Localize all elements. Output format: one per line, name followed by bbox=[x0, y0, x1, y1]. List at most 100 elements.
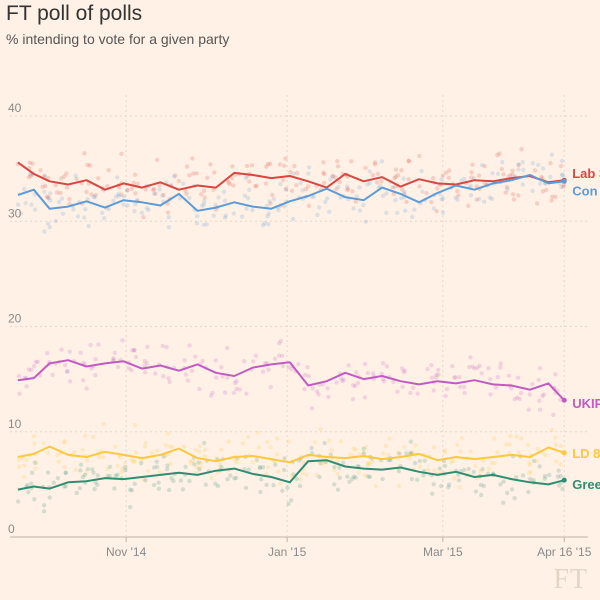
poll-dot-con bbox=[367, 180, 372, 186]
poll-dot-lab bbox=[268, 201, 273, 206]
poll-dot-green bbox=[396, 468, 402, 474]
poll-dot-ld bbox=[348, 452, 353, 457]
poll-dot-con bbox=[180, 181, 186, 186]
poll-dot-ld bbox=[304, 472, 309, 478]
poll-dot-lab bbox=[558, 163, 564, 169]
poll-dot-green bbox=[166, 487, 172, 493]
poll-dot-con bbox=[540, 166, 546, 171]
poll-dot-green bbox=[215, 483, 221, 489]
poll-dot-lab bbox=[321, 170, 326, 175]
series-end-point-green bbox=[561, 477, 567, 483]
poll-dot-ukip bbox=[462, 390, 467, 396]
poll-dot-lab bbox=[516, 162, 521, 168]
poll-dot-ukip bbox=[527, 392, 532, 397]
poll-dot-ld bbox=[101, 421, 107, 427]
poll-dot-lab bbox=[540, 189, 546, 194]
poll-dot-green bbox=[537, 464, 542, 469]
poll-dot-ukip bbox=[64, 369, 70, 374]
poll-dot-green bbox=[480, 467, 485, 472]
poll-dot-con bbox=[92, 195, 98, 200]
poll-dot-green bbox=[55, 475, 61, 481]
poll-dot-green bbox=[29, 470, 35, 476]
poll-dot-lab bbox=[553, 194, 558, 200]
poll-dot-lab bbox=[38, 168, 43, 173]
poll-dot-lab bbox=[534, 201, 540, 206]
poll-dot-green bbox=[192, 462, 197, 467]
poll-dot-ukip bbox=[268, 384, 273, 390]
poll-dot-green bbox=[547, 472, 552, 478]
poll-dot-ukip bbox=[50, 372, 55, 378]
poll-dot-ld bbox=[504, 442, 509, 447]
poll-dot-con bbox=[71, 207, 76, 212]
series-line-green bbox=[17, 459, 565, 491]
poll-dot-green bbox=[156, 486, 162, 491]
poll-dot-lab bbox=[303, 186, 309, 192]
poll-dot-green bbox=[294, 476, 299, 481]
poll-dot-lab bbox=[507, 173, 513, 178]
poll-dot-ukip bbox=[400, 384, 405, 390]
poll-dot-green bbox=[41, 503, 47, 508]
poll-dot-lab bbox=[550, 194, 555, 199]
poll-dot-lab bbox=[289, 188, 295, 194]
poll-dot-ukip bbox=[161, 374, 166, 379]
poll-dot-ld bbox=[507, 442, 512, 447]
series-line-lab bbox=[17, 161, 565, 191]
poll-dot-ukip bbox=[512, 396, 517, 402]
poll-dot-con bbox=[393, 197, 398, 203]
poll-dot-green bbox=[285, 485, 290, 491]
poll-dot-ukip bbox=[96, 342, 101, 347]
poll-dot-ukip bbox=[67, 349, 73, 354]
poll-dot-green bbox=[63, 470, 69, 476]
poll-dot-green bbox=[556, 483, 562, 488]
poll-dot-lab bbox=[62, 174, 67, 179]
poll-dot-con bbox=[336, 184, 341, 190]
poll-dot-green bbox=[151, 482, 157, 488]
poll-dot-lab bbox=[482, 163, 487, 169]
poll-dot-ukip bbox=[488, 392, 493, 397]
poll-dot-lab bbox=[306, 203, 312, 209]
poll-dot-ukip bbox=[408, 390, 413, 396]
poll-dot-con bbox=[384, 191, 389, 196]
poll-dot-ukip bbox=[111, 357, 116, 362]
poll-dot-green bbox=[202, 440, 207, 446]
poll-dot-con bbox=[476, 196, 482, 202]
poll-dot-ld bbox=[268, 444, 273, 450]
poll-dot-ld bbox=[450, 458, 455, 463]
poll-dot-ukip bbox=[35, 359, 40, 364]
poll-dot-green bbox=[95, 473, 101, 478]
poll-dot-ld bbox=[558, 443, 564, 449]
poll-dot-lab bbox=[390, 185, 396, 190]
poll-dot-green bbox=[353, 475, 358, 480]
poll-dot-ld bbox=[16, 457, 22, 463]
poll-dot-ld bbox=[22, 463, 27, 468]
poll-dot-con bbox=[462, 176, 467, 181]
poll-dot-ukip bbox=[353, 383, 358, 389]
poll-dot-lab bbox=[129, 186, 134, 191]
poll-dot-ld bbox=[97, 454, 102, 460]
poll-dot-ld bbox=[332, 467, 337, 472]
poll-dot-ld bbox=[24, 457, 30, 463]
poll-dot-ld bbox=[275, 436, 280, 441]
poll-dot-ld bbox=[431, 445, 437, 450]
poll-dot-lab bbox=[499, 166, 505, 172]
poll-dot-ld bbox=[516, 450, 521, 455]
poll-dot-con bbox=[29, 202, 34, 207]
poll-dot-lab bbox=[253, 184, 258, 189]
poll-dot-lab bbox=[283, 186, 289, 192]
poll-dot-ukip bbox=[325, 386, 330, 391]
poll-dot-ld bbox=[491, 436, 497, 441]
poll-dot-green bbox=[243, 485, 249, 491]
poll-dot-lab bbox=[173, 173, 178, 178]
poll-dot-green bbox=[288, 498, 294, 503]
poll-dot-green bbox=[408, 450, 413, 456]
poll-dot-lab bbox=[176, 178, 182, 184]
poll-dot-ld bbox=[255, 430, 261, 435]
poll-dot-lab bbox=[125, 187, 130, 193]
poll-dot-lab bbox=[131, 180, 137, 186]
poll-dot-lab bbox=[26, 175, 32, 180]
poll-dot-lab bbox=[292, 163, 297, 169]
poll-dot-green bbox=[78, 468, 83, 473]
poll-dot-lab bbox=[211, 187, 216, 193]
poll-dot-lab bbox=[392, 175, 397, 181]
